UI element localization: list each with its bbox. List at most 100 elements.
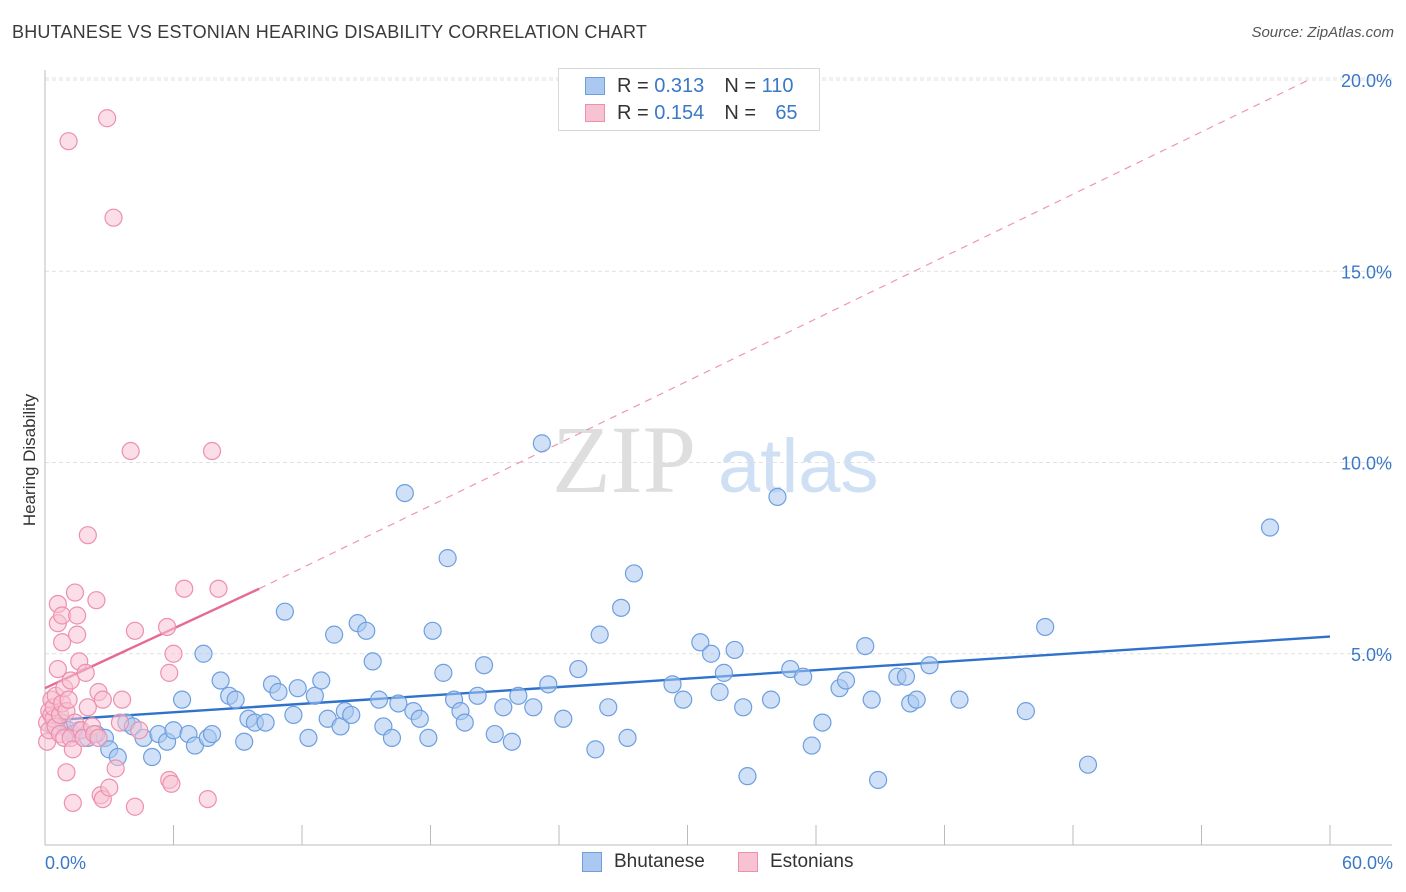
bhutanese-point [761, 690, 781, 709]
y-tick-label: 5.0% [1351, 645, 1392, 665]
legend-r-label: R = [617, 74, 649, 97]
bhutanese-point [389, 694, 408, 713]
bhutanese-point [269, 682, 288, 702]
estonians-point [59, 132, 78, 151]
bhutanese-point [1260, 518, 1280, 537]
estonians-point [68, 625, 87, 644]
legend-label-bhutanese: Bhutanese [614, 851, 705, 872]
bhutanese-point [235, 732, 254, 751]
data-points [38, 109, 1280, 816]
bhutanese-point [419, 728, 438, 748]
legend-n-value: 65 [775, 101, 798, 124]
bhutanese-point [710, 682, 729, 702]
estonians-point [48, 659, 67, 679]
bhutanese-point [275, 602, 294, 621]
estonians-point [162, 774, 181, 793]
estonians-point [78, 526, 97, 545]
correlation-legend: R = 0.313 N = 110 R = 0.154 N = 65 [558, 68, 820, 131]
bhutanese-point [363, 652, 382, 671]
bhutanese-point [474, 656, 494, 675]
bhutanese-point [485, 724, 504, 744]
bhutanese-point [554, 709, 573, 728]
legend-swatch-pink [738, 852, 758, 872]
watermark-zip: ZIP [552, 406, 696, 513]
legend-r-value: 0.154 [654, 101, 705, 124]
chart-title: BHUTANESE VS ESTONIAN HEARING DISABILITY… [12, 22, 648, 42]
estonians-point [125, 797, 145, 816]
estonians-point [57, 763, 76, 782]
bhutanese-point [950, 690, 969, 709]
bhutanese-point [794, 667, 813, 686]
bhutanese-point [142, 747, 162, 767]
estonians-point [175, 579, 194, 598]
bhutanese-point [586, 740, 605, 759]
bhutanese-point [395, 484, 414, 503]
estonians-point [130, 721, 149, 740]
zipatlas-watermark: ZIP atlas [552, 406, 879, 513]
bhutanese-point [624, 564, 644, 583]
bhutanese-point [299, 728, 318, 748]
estonians-point [209, 579, 228, 598]
estonians-trend-extension [258, 79, 1309, 590]
bhutanese-point [590, 625, 609, 644]
estonians-point [89, 728, 108, 748]
bhutanese-point [869, 770, 888, 790]
estonians-point [157, 617, 177, 637]
estonians-point [59, 690, 78, 709]
x-tick-label: 60.0% [1342, 853, 1393, 873]
estonians-point [61, 671, 80, 690]
estonians-point [76, 663, 95, 682]
bhutanese-point [1016, 702, 1035, 721]
estonians-point [78, 698, 97, 717]
estonians-point [106, 759, 125, 778]
estonians-point [104, 208, 123, 227]
bhutanese-point [325, 625, 344, 644]
bhutanese-point [674, 690, 693, 709]
bhutanese-point [370, 690, 389, 709]
estonians-point [112, 690, 132, 709]
y-tick-label: 10.0% [1341, 454, 1392, 474]
bhutanese-point [862, 690, 881, 709]
legend-row-bhutanese: R = 0.313 N = 110 [585, 74, 793, 98]
trend-lines [44, 79, 1331, 722]
legend-item-bhutanese: Bhutanese [582, 851, 705, 873]
legend-n-value: 110 [761, 74, 794, 97]
estonians-point [63, 793, 82, 813]
bhutanese-point [599, 698, 618, 717]
estonians-point [98, 109, 117, 128]
bhutanese-point [725, 640, 744, 660]
bhutanese-point [502, 732, 521, 751]
x-tick-labels: 0.0% 60.0% [45, 853, 1393, 873]
bhutanese-point [434, 663, 453, 682]
estonians-point [63, 740, 82, 759]
bhutanese-point [284, 705, 303, 725]
legend-swatch-blue [585, 77, 605, 95]
bhutanese-point [509, 686, 528, 705]
estonians-point [87, 591, 106, 610]
bhutanese-point [410, 709, 429, 728]
estonians-point [68, 606, 87, 625]
bhutanese-point [691, 633, 710, 652]
estonians-point [121, 441, 140, 461]
estonians-point [160, 663, 179, 682]
bhutanese-point [524, 698, 543, 717]
bhutanese-point [1078, 755, 1098, 774]
legend-row-estonians: R = 0.154 N = 65 [585, 101, 798, 125]
bhutanese-point [569, 659, 588, 679]
bhutanese-point [494, 698, 513, 717]
x-tick-label: 0.0% [45, 853, 86, 873]
bhutanese-point [612, 598, 631, 617]
y-tick-label: 15.0% [1341, 262, 1392, 282]
bhutanese-point [738, 767, 757, 786]
bhutanese-point [211, 671, 230, 690]
bhutanese-point [663, 675, 682, 694]
estonians-point [93, 690, 112, 709]
estonians-point [53, 633, 72, 652]
bhutanese-point [382, 728, 402, 748]
series-legend: Bhutanese Estonians [0, 851, 1406, 877]
bhutanese-point [856, 636, 875, 656]
bhutanese-point [701, 644, 721, 663]
bhutanese-point [194, 644, 213, 663]
estonians-point [110, 713, 130, 732]
